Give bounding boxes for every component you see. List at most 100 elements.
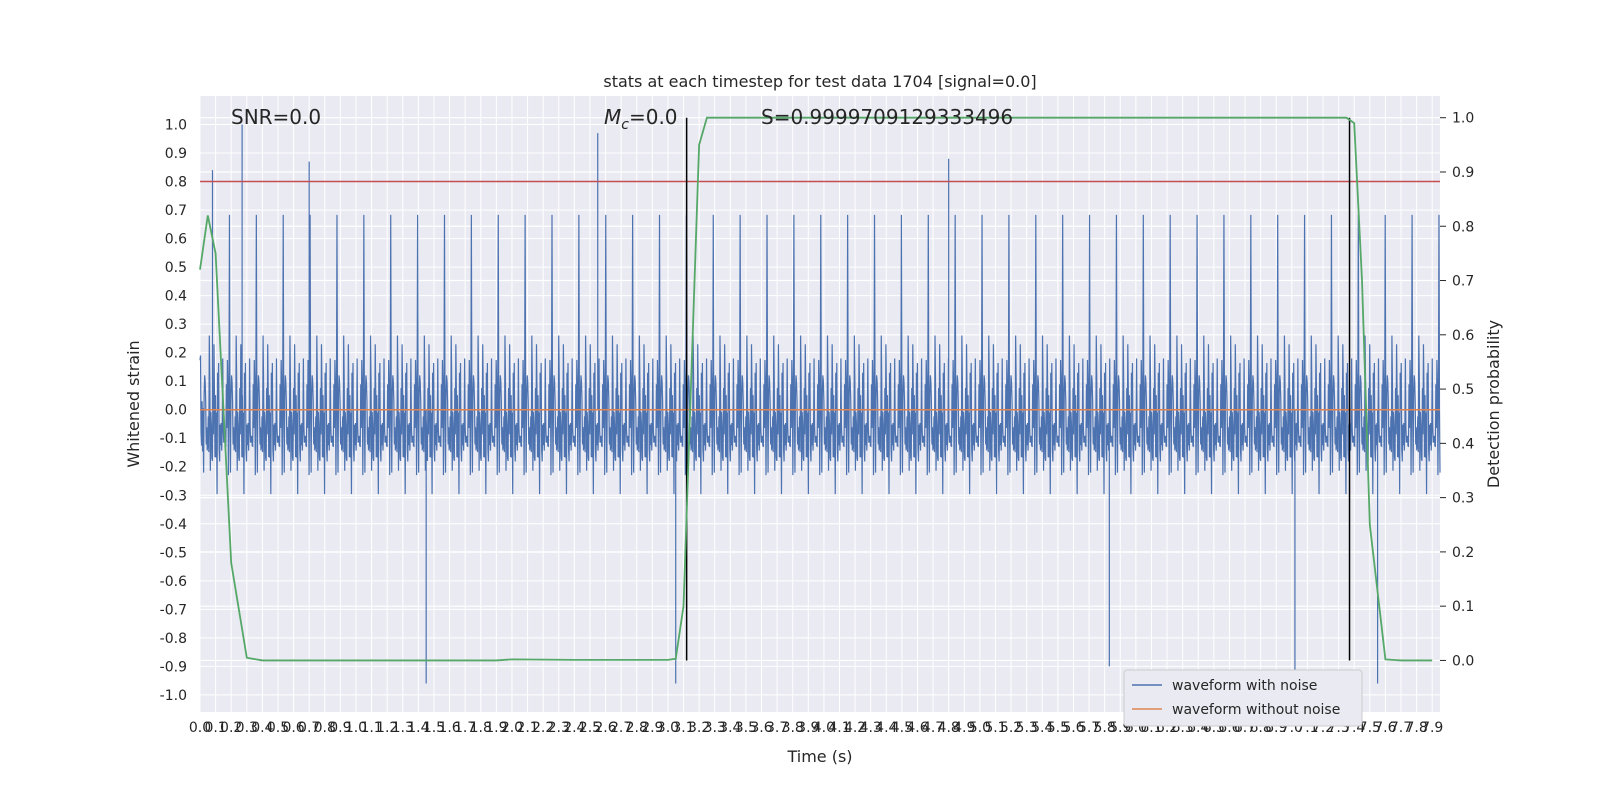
y-tick-label-left: 0.8 bbox=[165, 175, 187, 191]
detection-probability-line bbox=[199, 116, 1433, 662]
y-tick-label-right: 0.5 bbox=[1452, 382, 1474, 398]
annotation-mc-value: =0.0 bbox=[629, 105, 678, 129]
y-tick-label-right: 0.6 bbox=[1452, 328, 1474, 344]
annotation-mc: Mc=0.0 bbox=[604, 105, 678, 133]
x-tick-label: 3.7 bbox=[766, 720, 788, 736]
x-tick-label: 1.4 bbox=[407, 720, 429, 736]
x-tick-label: 4.4 bbox=[875, 720, 897, 736]
y-tick-label-right: 0.3 bbox=[1452, 491, 1474, 507]
x-tick-label: 3.8 bbox=[782, 720, 804, 736]
x-tick-label: 0.9 bbox=[329, 720, 351, 736]
x-tick-label: 5.4 bbox=[1031, 720, 1053, 736]
x-tick-label: 4.8 bbox=[938, 720, 960, 736]
x-tick-label: 1.0 bbox=[345, 720, 367, 736]
x-tick-label: 0.0 bbox=[189, 720, 211, 736]
x-tick-label: 5.8 bbox=[1094, 720, 1116, 736]
legend: waveform with noise waveform without noi… bbox=[1123, 669, 1363, 727]
y-tick-label-left: -0.9 bbox=[160, 659, 187, 675]
x-tick-label: 0.6 bbox=[282, 720, 304, 736]
x-tick-label: 2.4 bbox=[563, 720, 585, 736]
y-tick-label-left: 0.6 bbox=[165, 232, 187, 248]
y-tick-label-left: 0.2 bbox=[165, 346, 187, 362]
y-tick-label-left: 0.9 bbox=[165, 146, 187, 162]
x-tick-label: 3.6 bbox=[750, 720, 772, 736]
y-tick-label-left: 0.1 bbox=[165, 374, 187, 390]
x-tick-label: 1.9 bbox=[485, 720, 507, 736]
x-tick-label: 4.6 bbox=[906, 720, 928, 736]
x-tick-label: 7.5 bbox=[1359, 720, 1381, 736]
x-tick-label: 2.7 bbox=[610, 720, 632, 736]
x-tick-label: 0.5 bbox=[267, 720, 289, 736]
y-tick-label-left: -0.3 bbox=[160, 488, 187, 504]
x-tick-label: 4.9 bbox=[953, 720, 975, 736]
x-tick-label: 5.0 bbox=[969, 720, 991, 736]
y-tick-label-left: -0.1 bbox=[160, 431, 187, 447]
x-tick-label: 3.3 bbox=[704, 720, 726, 736]
x-tick-label: 1.5 bbox=[423, 720, 445, 736]
legend-label-clean: waveform without noise bbox=[1172, 702, 1340, 718]
y-tick-label-right: 0.2 bbox=[1452, 545, 1474, 561]
y-axis-label-right: Detection probability bbox=[1484, 320, 1503, 488]
y-tick-label-right: 0.1 bbox=[1452, 599, 1474, 615]
x-tick-label: 2.2 bbox=[532, 720, 554, 736]
annotation-mc-symbol: M bbox=[604, 105, 621, 129]
x-tick-label: 4.3 bbox=[860, 720, 882, 736]
x-tick-label: 5.5 bbox=[1047, 720, 1069, 736]
x-tick-label: 2.6 bbox=[594, 720, 616, 736]
y-tick-label-left: 1.0 bbox=[165, 118, 187, 134]
x-tick-label: 1.6 bbox=[438, 720, 460, 736]
x-tick-label: 3.4 bbox=[719, 720, 741, 736]
x-tick-label: 2.1 bbox=[516, 720, 538, 736]
x-tick-label: 4.1 bbox=[828, 720, 850, 736]
x-tick-label: 3.0 bbox=[657, 720, 679, 736]
x-tick-label: 0.4 bbox=[251, 720, 273, 736]
overlays bbox=[199, 116, 1440, 662]
x-tick-label: 1.8 bbox=[470, 720, 492, 736]
y-tick-label-right: 1.0 bbox=[1452, 111, 1474, 127]
noise-waveform-path bbox=[199, 124, 1441, 684]
y-tick-label-left: -1.0 bbox=[160, 688, 187, 704]
x-tick-label: 3.1 bbox=[672, 720, 694, 736]
y-tick-label-left: -0.2 bbox=[160, 460, 187, 476]
x-tick-label: 0.1 bbox=[204, 720, 226, 736]
y-axis-label-left: Whitened strain bbox=[124, 340, 143, 467]
y-tick-label-left: 0.7 bbox=[165, 203, 187, 219]
y-tick-label-left: 0.5 bbox=[165, 260, 187, 276]
x-axis-label: Time (s) bbox=[786, 747, 852, 766]
x-tick-label: 4.5 bbox=[891, 720, 913, 736]
y-tick-label-right: 0.4 bbox=[1452, 436, 1474, 452]
y-tick-label-left: -0.8 bbox=[160, 631, 187, 647]
annotation-s: S=0.9999709129333496 bbox=[761, 105, 1013, 129]
x-tick-label: 7.9 bbox=[1421, 720, 1443, 736]
chart-title: stats at each timestep for test data 170… bbox=[603, 72, 1036, 91]
legend-box bbox=[1123, 669, 1363, 727]
series-waveform-with-noise bbox=[199, 124, 1441, 684]
x-tick-label: 7.7 bbox=[1390, 720, 1412, 736]
x-tick-label: 1.2 bbox=[376, 720, 398, 736]
x-tick-label: 5.1 bbox=[984, 720, 1006, 736]
y-tick-label-right: 0.9 bbox=[1452, 165, 1474, 181]
y-tick-label-left: 0.0 bbox=[165, 403, 187, 419]
y-tick-label-right: 0.7 bbox=[1452, 274, 1474, 290]
y-tick-labels-left: -1.0 -0.9 -0.8 -0.7 -0.6 -0.5 -0.4 -0.3 -0.2 -0.1… bbox=[160, 118, 187, 704]
x-tick-label: 7.6 bbox=[1374, 720, 1396, 736]
x-tick-label: 2.0 bbox=[501, 720, 523, 736]
x-tick-label: 2.8 bbox=[626, 720, 648, 736]
x-tick-labels: 0.00.10.20.30.40.50.60.70.80.91.01.11.21… bbox=[189, 720, 1443, 736]
y-tick-label-left: -0.4 bbox=[160, 517, 187, 533]
x-tick-label: 1.1 bbox=[360, 720, 382, 736]
y-tick-label-left: -0.7 bbox=[160, 602, 187, 618]
x-tick-label: 0.3 bbox=[236, 720, 258, 736]
x-tick-label: 5.7 bbox=[1078, 720, 1100, 736]
legend-label-noise: waveform with noise bbox=[1172, 678, 1317, 694]
x-tick-label: 2.3 bbox=[548, 720, 570, 736]
annotation-snr: SNR=0.0 bbox=[231, 105, 321, 129]
x-tick-label: 0.7 bbox=[298, 720, 320, 736]
x-tick-label: 5.3 bbox=[1016, 720, 1038, 736]
x-tick-label: 3.5 bbox=[735, 720, 757, 736]
x-tick-label: 5.6 bbox=[1062, 720, 1084, 736]
x-tick-label: 0.2 bbox=[220, 720, 242, 736]
x-tick-label: 3.2 bbox=[688, 720, 710, 736]
y-tick-label-right: 0.0 bbox=[1452, 653, 1474, 669]
